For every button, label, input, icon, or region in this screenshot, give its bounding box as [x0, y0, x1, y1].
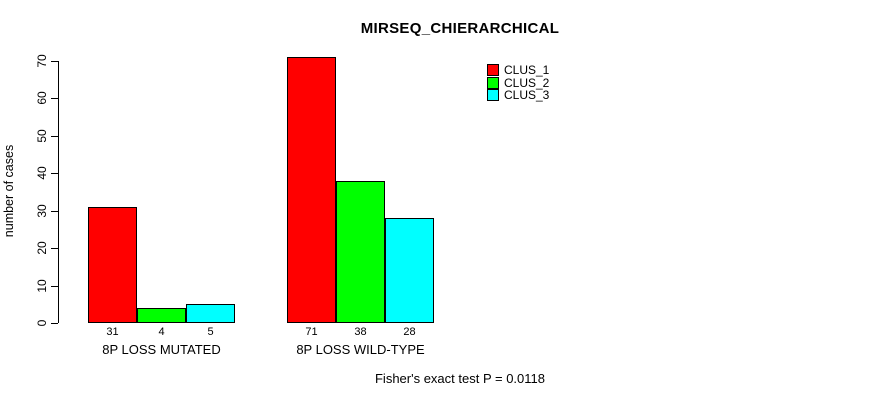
category-label: 8P LOSS WILD-TYPE: [296, 342, 425, 357]
legend-label: CLUS_3: [504, 88, 550, 103]
y-axis-tick: [51, 61, 58, 62]
bar-value-label: 31: [106, 326, 119, 338]
bar-value-label: 71: [305, 326, 318, 338]
bar-value-label: 38: [354, 326, 367, 338]
y-axis-line: [58, 61, 59, 323]
legend-swatch-icon: [487, 76, 499, 89]
legend-item-clus_3: CLUS_3: [487, 89, 549, 102]
y-axis-tick-label: 40: [35, 166, 49, 180]
y-axis-tick: [51, 323, 58, 324]
y-axis-tick: [51, 173, 58, 175]
bar-clus_2-2: [336, 181, 385, 323]
category-label: 8P LOSS MUTATED: [102, 342, 221, 357]
y-axis-tick-label: 50: [35, 129, 49, 143]
y-axis-tick-label: 30: [35, 204, 49, 218]
y-axis-tick: [51, 210, 58, 212]
y-axis-tick-label: 20: [35, 241, 49, 255]
legend-item-clus_1: CLUS_1: [487, 64, 549, 77]
legend-label: CLUS_1: [504, 63, 550, 78]
bar-clus_3-2: [385, 218, 434, 323]
y-axis-tick-label: 70: [35, 54, 49, 68]
legend-item-clus_2: CLUS_2: [487, 75, 550, 90]
chart-title: MIRSEQ_CHIERARCHICAL: [360, 20, 560, 37]
y-axis-tick: [51, 285, 58, 287]
y-axis-tick-label: 10: [35, 278, 49, 293]
y-axis-tick-label: 60: [35, 91, 49, 106]
legend-label: CLUS_2: [504, 75, 550, 90]
y-axis-tick: [51, 135, 58, 137]
bar-clus_3-1: [186, 304, 235, 323]
y-axis-tick-label: 0: [35, 319, 49, 327]
y-axis-tick: [51, 98, 58, 100]
y-axis-label: number of cases: [2, 144, 16, 238]
bar-value-label: 4: [158, 326, 165, 338]
bar-clus_2-1: [137, 308, 186, 323]
annotation-text: Fisher's exact test P = 0.0118: [374, 371, 545, 386]
legend-swatch-icon: [487, 64, 499, 77]
legend-swatch-icon: [487, 89, 499, 102]
bar-value-label: 28: [403, 326, 416, 338]
bar-clus_1-1: [88, 207, 137, 323]
bar-clus_1-2: [287, 57, 336, 323]
legend: CLUS_1 CLUS_2 CLUS_3: [487, 64, 549, 102]
bar-value-label: 5: [207, 326, 214, 338]
y-axis-tick: [51, 248, 58, 250]
